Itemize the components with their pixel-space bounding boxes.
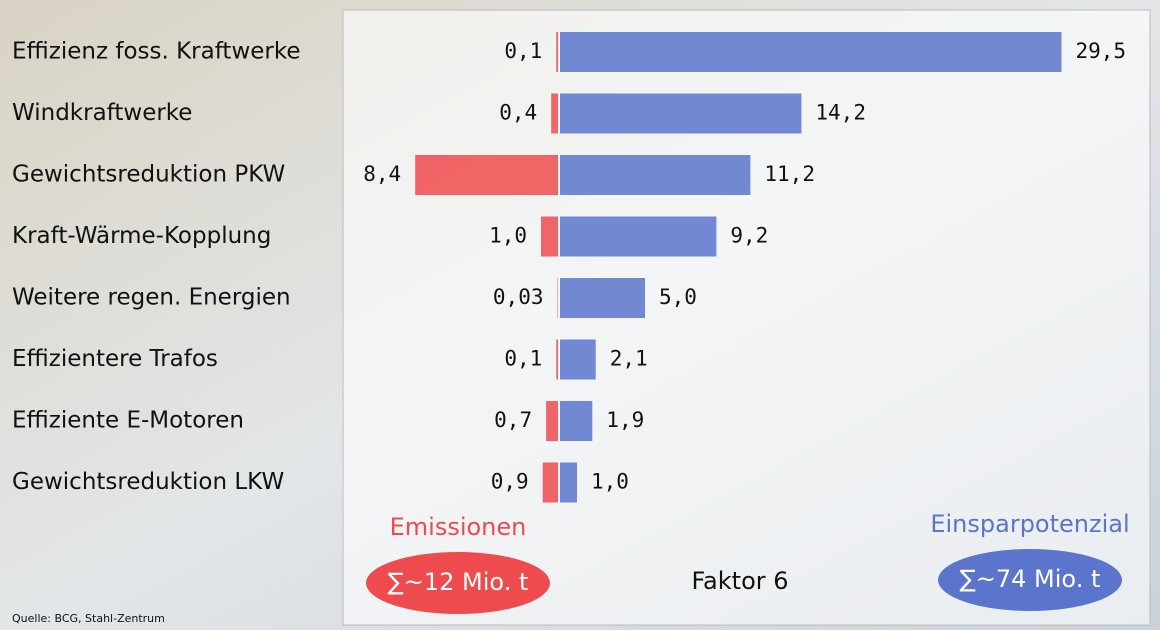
chart: Faktor 6 Quelle: BCG, Stahl-Zentrum Effi… xyxy=(0,0,1160,630)
value-label: 11,2 xyxy=(764,162,815,186)
value-label: 1,0 xyxy=(489,224,527,248)
bar xyxy=(560,278,645,318)
bar xyxy=(551,94,558,134)
category-label: Effizienz foss. Kraftwerke xyxy=(12,39,301,65)
category-label: Gewichtsreduktion PKW xyxy=(12,162,285,188)
bar xyxy=(560,32,1062,72)
value-label: 0,03 xyxy=(493,285,544,309)
category-label: Windkraftwerke xyxy=(12,100,192,126)
category-label: Gewichtsreduktion LKW xyxy=(12,469,284,495)
legend-label: Emissionen xyxy=(390,513,527,541)
value-label: 14,2 xyxy=(815,101,866,125)
category-label: Weitere regen. Energien xyxy=(12,285,291,311)
legend-label: Einsparpotenzial xyxy=(930,510,1129,538)
bar xyxy=(543,463,558,503)
value-label: 1,0 xyxy=(591,470,629,494)
bar xyxy=(560,401,592,441)
value-label: 0,9 xyxy=(491,470,529,494)
total-label: ∑~74 Mio. t xyxy=(960,565,1101,593)
value-label: 0,1 xyxy=(504,347,542,371)
category-label: Kraft-Wärme-Kopplung xyxy=(12,223,271,249)
category-label: Effiziente E-Motoren xyxy=(12,408,244,434)
total-label: ∑~12 Mio. t xyxy=(388,568,529,596)
value-label: 5,0 xyxy=(659,285,697,309)
bar xyxy=(546,401,558,441)
value-label: 0,7 xyxy=(494,408,532,432)
bar xyxy=(556,340,558,380)
bar xyxy=(556,32,558,72)
value-label: 0,1 xyxy=(504,39,542,63)
value-label: 2,1 xyxy=(610,347,648,371)
value-label: 0,4 xyxy=(499,101,537,125)
bar xyxy=(541,217,558,257)
source: Quelle: BCG, Stahl-Zentrum xyxy=(12,612,165,625)
bar xyxy=(557,278,558,318)
annotation: Faktor 6 xyxy=(691,567,788,595)
value-label: 29,5 xyxy=(1076,39,1127,63)
value-label: 1,9 xyxy=(606,408,644,432)
bar xyxy=(560,217,716,257)
bar xyxy=(560,155,750,195)
bar xyxy=(415,155,558,195)
value-label: 9,2 xyxy=(730,224,768,248)
bar xyxy=(560,340,596,380)
category-label: Effizientere Trafos xyxy=(12,346,218,372)
value-label: 8,4 xyxy=(363,162,401,186)
bar xyxy=(560,94,801,134)
bar xyxy=(560,463,577,503)
